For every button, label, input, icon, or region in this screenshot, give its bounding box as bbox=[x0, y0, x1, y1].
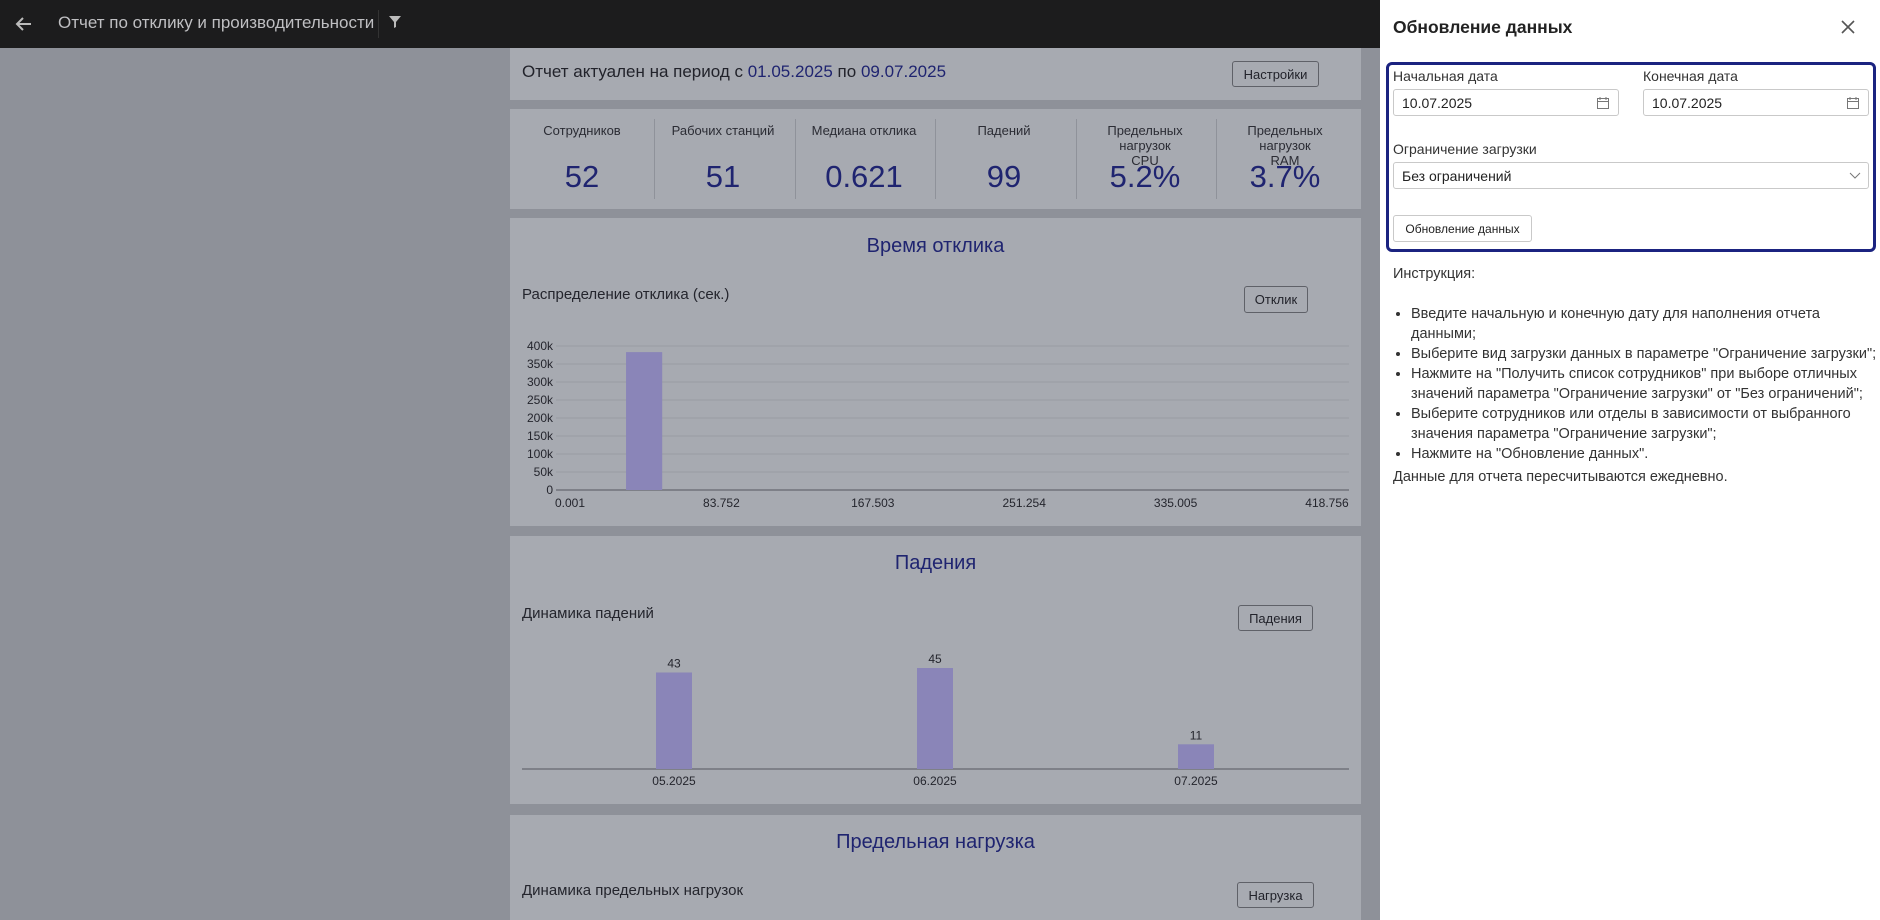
period-middle: по bbox=[837, 62, 857, 81]
kpi-card: Сотрудников 52 Рабочих станций 51 Медиана … bbox=[510, 109, 1361, 209]
x-tick-label: 167.503 bbox=[851, 496, 895, 510]
kpi-label: Предельных нагрузок CPU bbox=[1107, 123, 1183, 168]
section-title: Время отклика bbox=[866, 235, 1005, 257]
x-tick-label: 06.2025 bbox=[913, 774, 957, 788]
start-date-label: Начальная дата bbox=[1393, 68, 1498, 84]
chart-subtitle: Динамика падений bbox=[522, 605, 654, 622]
close-button[interactable] bbox=[1840, 19, 1856, 35]
limit-value: Без ограничений bbox=[1402, 167, 1512, 184]
x-tick-label: 07.2025 bbox=[1174, 774, 1218, 788]
instruction-list: Введите начальную и конечную дату для на… bbox=[1393, 304, 1880, 464]
kpi-divider bbox=[1076, 119, 1077, 199]
form-frame bbox=[1386, 62, 1876, 252]
limit-select[interactable]: Без ограничений bbox=[1393, 162, 1869, 189]
charts: 0 50k 100k 150k 200k 250k 300k 350k 400k 0.001 83.… bbox=[522, 339, 1349, 788]
kpi: Падений 99 bbox=[934, 109, 1074, 209]
y-tick-label: 0 bbox=[546, 483, 553, 497]
data-label: 43 bbox=[667, 656, 681, 670]
falls-button[interactable]: Падения bbox=[1238, 605, 1313, 631]
y-tick-label: 400k bbox=[527, 339, 554, 353]
bar bbox=[917, 668, 953, 769]
divider bbox=[378, 10, 379, 38]
footer-note: Данные для отчета пересчитываются ежедне… bbox=[1393, 469, 1728, 485]
instruction-item: Выберите сотрудников или отделы в зависи… bbox=[1411, 404, 1880, 444]
kpi: Сотрудников 52 bbox=[512, 109, 652, 209]
y-tick-label: 150k bbox=[527, 429, 554, 443]
end-date-label: Конечная дата bbox=[1643, 68, 1738, 84]
kpi-label: Падений bbox=[977, 123, 1031, 138]
kpi-divider bbox=[654, 119, 655, 199]
end-date-input[interactable]: 10.07.2025 bbox=[1643, 89, 1869, 116]
kpi-value: 52 bbox=[564, 159, 600, 194]
kpi: Предельных нагрузок CPU 5.2% bbox=[1075, 109, 1215, 209]
chevron-icon bbox=[1849, 172, 1861, 179]
kpi-divider bbox=[795, 119, 796, 199]
side-panel: Обновление данных Начальная дата 10.07.2… bbox=[1380, 0, 1880, 920]
y-tick-label: 250k bbox=[527, 393, 554, 407]
kpi: Предельных нагрузок RAM 3.7% bbox=[1215, 109, 1355, 209]
section-title: Падения bbox=[894, 552, 977, 574]
filter-button[interactable] bbox=[386, 13, 404, 31]
x-tick-label: 418.756 bbox=[1305, 496, 1349, 510]
y-tick-label: 50k bbox=[534, 465, 554, 479]
settings-button[interactable]: Настройки bbox=[1232, 61, 1319, 87]
section-title: Предельная нагрузка bbox=[836, 831, 1035, 853]
kpi-label: Медиана отклика bbox=[811, 123, 917, 138]
period-text: Отчет актуален на период с 01.05.2025 по… bbox=[522, 62, 946, 82]
histogram-bar bbox=[626, 352, 663, 490]
start-date-input[interactable]: 10.07.2025 bbox=[1393, 89, 1619, 116]
start-date-value: 10.07.2025 bbox=[1402, 94, 1473, 111]
x-tick-label: 05.2025 bbox=[652, 774, 696, 788]
kpi-label: Сотрудников bbox=[543, 123, 621, 138]
response-button[interactable]: Отклик bbox=[1244, 286, 1308, 313]
bar bbox=[656, 672, 692, 769]
data-label: 11 bbox=[1190, 728, 1203, 742]
kpi-divider bbox=[935, 119, 936, 199]
limit-label: Ограничение загрузки bbox=[1393, 141, 1537, 157]
kpi-label: Предельных нагрузок RAM bbox=[1247, 123, 1323, 168]
y-tick-label: 200k bbox=[527, 411, 554, 425]
chart-subtitle: Динамика предельных нагрузок bbox=[522, 882, 744, 899]
data-label: 45 bbox=[928, 652, 942, 666]
load-card: Предельная нагрузка Динамика предельных … bbox=[510, 815, 1361, 920]
kpi-value: 5.2% bbox=[1109, 159, 1181, 194]
kpi-divider bbox=[1216, 119, 1217, 199]
kpi-value: 51 bbox=[705, 159, 741, 194]
period-card: Отчет актуален на период с 01.05.2025 по… bbox=[510, 48, 1361, 100]
period-prefix: Отчет актуален на период с bbox=[522, 62, 743, 81]
bar bbox=[1178, 744, 1214, 769]
load-button[interactable]: Нагрузка bbox=[1237, 882, 1314, 908]
back-button[interactable] bbox=[14, 14, 34, 34]
update-button[interactable]: Обновление данных bbox=[1393, 215, 1532, 242]
instruction-item: Нажмите на "Обновление данных". bbox=[1411, 444, 1880, 464]
x-tick-label: 83.752 bbox=[703, 496, 740, 510]
panel-title: Обновление данных bbox=[1393, 17, 1573, 37]
period-start: 01.05.2025 bbox=[747, 62, 833, 81]
kpi: Медиана отклика 0.621 bbox=[794, 109, 934, 209]
instruction-item: Выберите вид загрузки данных в параметре… bbox=[1411, 344, 1880, 364]
x-tick-label: 335.005 bbox=[1154, 496, 1198, 510]
y-tick-label: 100k bbox=[527, 447, 554, 461]
y-tick-label: 300k bbox=[527, 375, 554, 389]
kpi-value: 3.7% bbox=[1249, 159, 1321, 194]
calendar-icon bbox=[1847, 97, 1859, 109]
period-end: 09.07.2025 bbox=[860, 62, 947, 81]
instruction-item: Нажмите на "Получить список сотрудников"… bbox=[1411, 364, 1880, 404]
end-date-value: 10.07.2025 bbox=[1652, 94, 1723, 111]
calendar-icon bbox=[1597, 97, 1609, 109]
kpi-value: 99 bbox=[986, 159, 1022, 194]
kpi: Рабочих станций 51 bbox=[653, 109, 793, 209]
top-bar: Отчет по отклику и производительности bbox=[0, 0, 1380, 48]
kpi-label: Рабочих станций bbox=[671, 123, 775, 138]
y-tick-label: 350k bbox=[527, 357, 554, 371]
instruction-item: Введите начальную и конечную дату для на… bbox=[1411, 304, 1880, 344]
instruction-title: Инструкция: bbox=[1393, 266, 1476, 282]
x-tick-label: 251.254 bbox=[1003, 496, 1047, 510]
kpi-value: 0.621 bbox=[825, 159, 903, 194]
x-tick-label: 0.001 bbox=[555, 496, 585, 510]
chart-subtitle: Распределение отклика (сек.) bbox=[522, 286, 730, 303]
page-title: Отчет по отклику и производительности bbox=[58, 13, 375, 32]
